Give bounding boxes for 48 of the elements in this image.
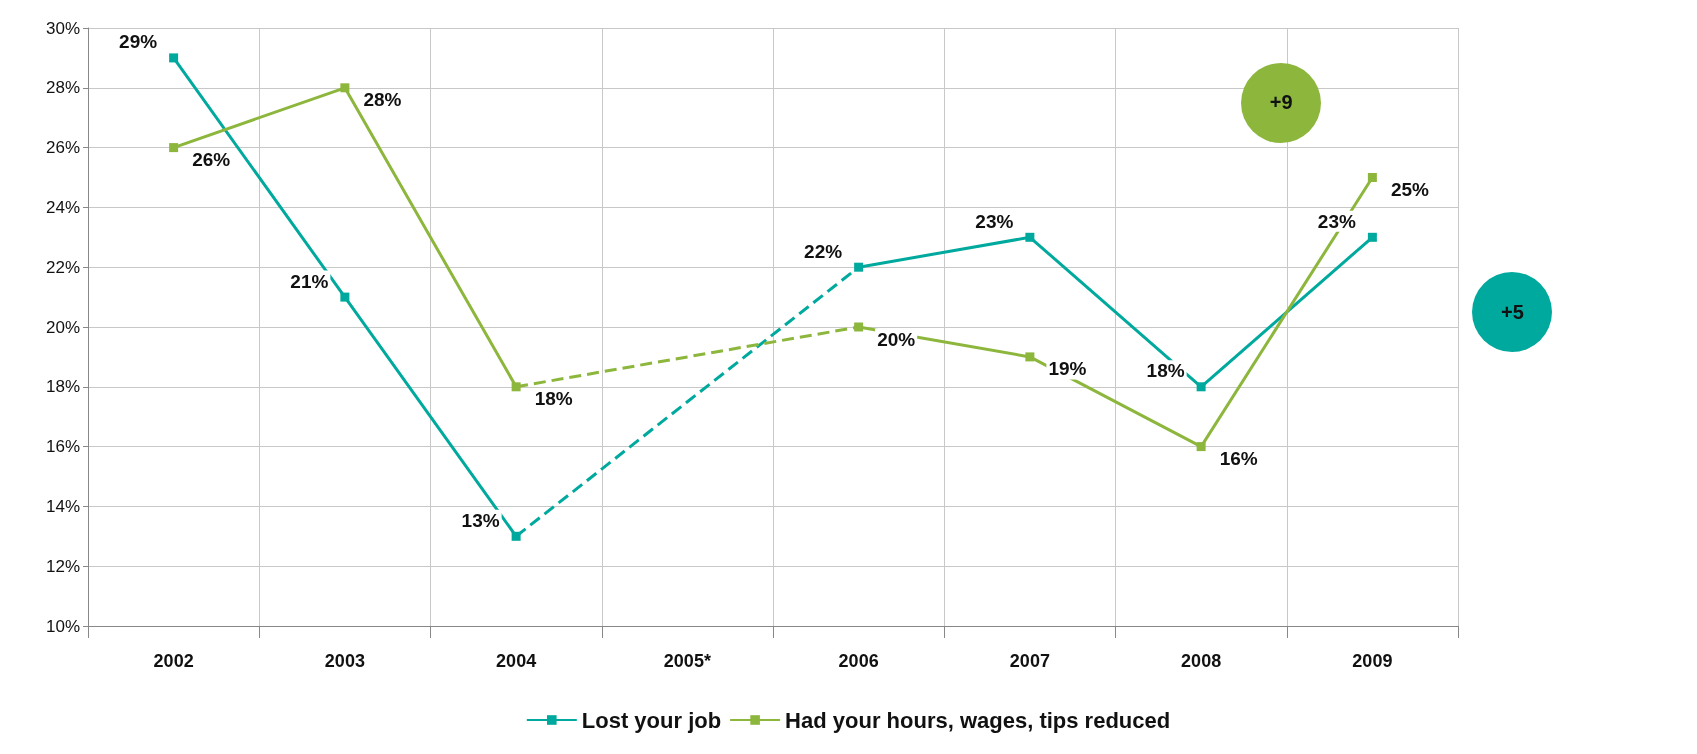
annotation: +9 <box>1269 91 1293 115</box>
data-label: 23% <box>1317 210 1356 232</box>
point <box>169 53 179 63</box>
x-tick-label: 2008 <box>1181 651 1222 671</box>
data-label: 25% <box>1390 179 1430 200</box>
data-label: 23% <box>975 210 1014 232</box>
data-label: 18% <box>1146 360 1185 382</box>
x-tick-label: 2003 <box>324 651 365 671</box>
y-tick-label: 16% <box>45 437 80 457</box>
data-label: 18% <box>534 388 573 410</box>
y-tick-label: 10% <box>45 616 80 636</box>
y-tick-label: 28% <box>45 78 80 98</box>
x-tick-label: 2004 <box>496 651 537 671</box>
data-label: 16% <box>1219 448 1258 470</box>
data-label: 21% <box>290 270 329 292</box>
legend-label: Lost your job <box>581 707 722 733</box>
circle-badge: +5 <box>1472 272 1553 353</box>
point <box>340 292 350 302</box>
point <box>1367 173 1377 182</box>
data-label: 26% <box>192 149 231 171</box>
data-label: 28% <box>363 89 402 111</box>
legend-label: Had your hours, wages, tips reduced <box>785 707 1171 733</box>
y-tick-label: 18% <box>45 377 80 397</box>
data-label: 19% <box>1048 358 1087 380</box>
x-tick-label: 2006 <box>838 651 879 671</box>
y-tick-label: 12% <box>45 556 80 576</box>
y-tick-label: 14% <box>45 496 80 516</box>
x-tick-label: 2002 <box>153 651 194 671</box>
data-label: 13% <box>461 509 500 531</box>
point <box>1196 382 1206 392</box>
circle-badge: +9 <box>1241 62 1322 143</box>
data-label: 20% <box>877 328 916 350</box>
x-tick-label: 2009 <box>1352 651 1393 671</box>
y-tick-label: 30% <box>45 18 80 38</box>
point <box>169 143 179 153</box>
y-tick-label: 26% <box>45 138 80 158</box>
point <box>1025 232 1035 242</box>
point <box>1367 232 1377 242</box>
y-tick-label: 24% <box>45 197 80 217</box>
point <box>340 83 350 93</box>
y-tick-label: 20% <box>45 317 80 337</box>
point <box>1025 352 1035 362</box>
x-tick-label: 2007 <box>1009 651 1050 671</box>
x-tick-label: 2005* <box>663 651 711 671</box>
y-tick-label: 22% <box>45 257 80 277</box>
data-label: 22% <box>804 240 843 262</box>
data-label: 29% <box>119 31 158 53</box>
point <box>1196 442 1206 452</box>
